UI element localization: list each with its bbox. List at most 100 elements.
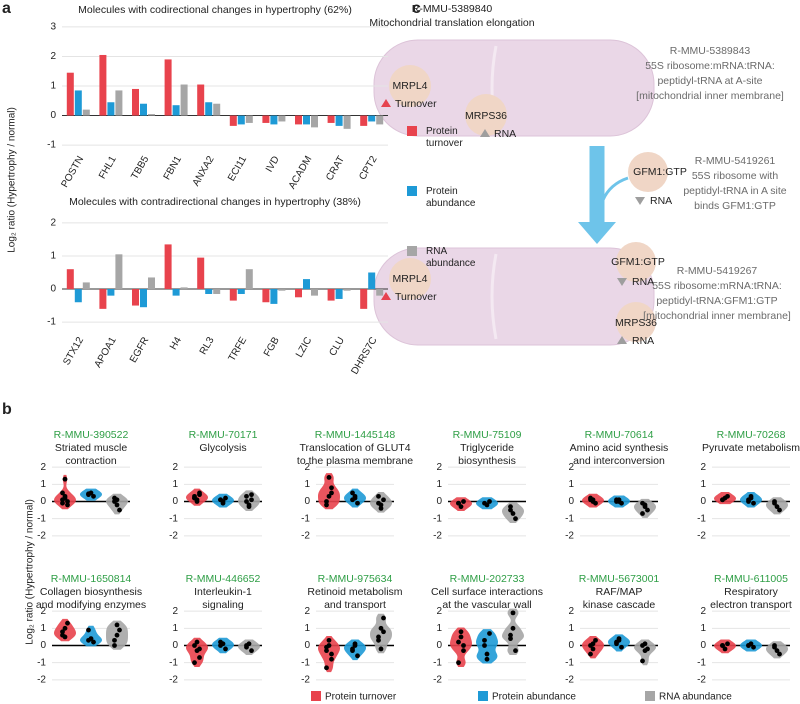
panel-title: Collagen biosynthesis (40, 586, 142, 598)
marker-up (617, 336, 627, 344)
violin (318, 473, 340, 510)
panel-label: b (2, 401, 12, 418)
point (60, 500, 65, 506)
node-label: MRPL4 (392, 80, 427, 92)
y-tick-label: -2 (37, 530, 46, 541)
y-tick-label: -1 (47, 140, 56, 151)
point (86, 491, 91, 497)
point (192, 495, 197, 501)
point (350, 648, 355, 654)
bar (82, 282, 90, 290)
point (378, 646, 384, 652)
bar (376, 289, 384, 296)
point (456, 660, 461, 666)
y-tick-label: 1 (568, 479, 574, 490)
point (746, 497, 751, 503)
y-tick-label: 2 (568, 606, 574, 617)
bar (140, 103, 147, 116)
x-tick-label: STX12 (61, 335, 86, 367)
point (197, 655, 202, 660)
y-tick-label: -2 (697, 674, 706, 685)
ribosome (373, 247, 655, 346)
bar (278, 115, 286, 122)
y-tick-label: -1 (47, 317, 56, 328)
chart-title: Molecules with codirectional changes in … (78, 4, 352, 16)
y-tick-label: 2 (172, 462, 178, 473)
node (628, 152, 668, 192)
bar (245, 115, 253, 123)
caption: peptidyl-tRNA at A-site (657, 75, 762, 87)
panel-title: Retinoid metabolism (307, 586, 402, 598)
caption: binds GFM1:GTP (694, 200, 776, 212)
panel-title: Respiratory (724, 586, 778, 598)
legend-label: RNA abundance (426, 246, 476, 269)
panel-title: Striated muscle (55, 442, 128, 454)
point (482, 643, 487, 648)
panel-title: to the plasma membrane (297, 455, 413, 467)
bar (237, 115, 245, 125)
panel-title: signaling (202, 599, 244, 611)
panel-id: R-MMU-611005 (714, 573, 788, 585)
bar (295, 115, 302, 125)
x-tick-label: APOA1 (93, 335, 119, 370)
point (619, 500, 624, 506)
x-tick-label: LZIC (294, 335, 314, 359)
bar (368, 272, 376, 290)
y-tick-label: -2 (169, 674, 178, 685)
point (114, 632, 120, 638)
panel-title: Triglyceride (460, 442, 514, 454)
bar (197, 257, 205, 290)
y-tick-label: -2 (697, 530, 706, 541)
x-tick-label: IVD (264, 154, 282, 174)
bar (180, 84, 188, 116)
point (590, 646, 596, 652)
point (192, 643, 197, 648)
panel-title: at the vascular wall (442, 599, 531, 611)
panel-id: R-MMU-70614 (585, 429, 654, 441)
point (376, 637, 381, 643)
y-tick-label: 2 (50, 51, 56, 62)
point (249, 492, 254, 498)
node (616, 302, 656, 342)
point (244, 643, 249, 648)
point (461, 648, 466, 654)
bar (303, 115, 310, 125)
point (508, 632, 513, 638)
point (772, 499, 777, 504)
panel-title: Amino acid synthesis (570, 442, 669, 454)
point (329, 485, 334, 491)
point (114, 497, 120, 503)
x-tick-label: ANXA2 (191, 154, 217, 188)
point (324, 502, 329, 508)
point (326, 475, 332, 480)
y-tick-label: 0 (568, 640, 574, 651)
point (62, 476, 68, 482)
y-tick-label: 2 (700, 462, 706, 473)
point (484, 502, 490, 508)
legend-label: Protein turnover (426, 126, 463, 149)
point (722, 646, 728, 652)
panel-id: R-MMU-1445148 (315, 429, 396, 441)
y-tick-label: 2 (50, 218, 56, 229)
point (352, 495, 358, 501)
y-tick-label: 1 (304, 623, 310, 634)
point (614, 641, 619, 647)
point (720, 497, 725, 503)
x-tick-label: EGFR (128, 335, 151, 365)
y-tick-label: 0 (50, 284, 56, 295)
bar (213, 103, 221, 116)
point (114, 502, 120, 508)
chart-title: Molecules with contradirectional changes… (69, 196, 361, 208)
point (645, 646, 650, 652)
y-tick-label: 1 (172, 479, 178, 490)
point (246, 504, 252, 510)
point (249, 648, 254, 654)
point (249, 497, 254, 503)
point (510, 511, 516, 516)
point (60, 629, 65, 635)
bar (148, 277, 155, 290)
point (378, 502, 384, 508)
caption: peptidyl-tRNA in A site (683, 185, 786, 197)
point (513, 516, 518, 522)
bar (335, 115, 343, 126)
